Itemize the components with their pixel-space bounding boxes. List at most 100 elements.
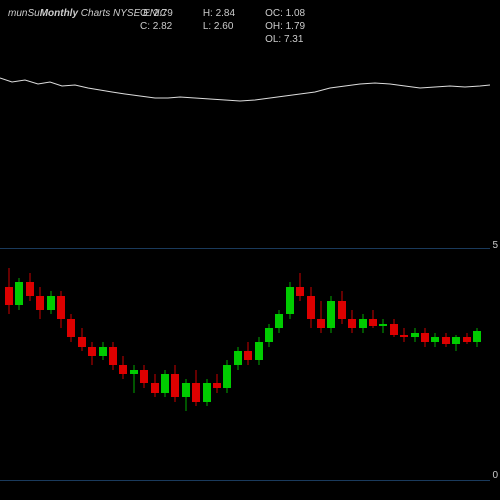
candle-body: [119, 365, 127, 374]
candle: [47, 250, 55, 480]
candle: [307, 250, 315, 480]
candle-body: [161, 374, 169, 392]
candle-body: [379, 324, 387, 326]
candle: [67, 250, 75, 480]
candle-body: [286, 287, 294, 315]
candle: [223, 250, 231, 480]
candle: [255, 250, 263, 480]
candle-body: [78, 337, 86, 346]
candle-body: [359, 319, 367, 328]
candle: [379, 250, 387, 480]
candle-body: [452, 337, 460, 344]
line-chart: [0, 60, 490, 120]
candle: [130, 250, 138, 480]
candle: [99, 250, 107, 480]
title-prefix: munSu: [8, 8, 40, 19]
candle: [182, 250, 190, 480]
candle-body: [203, 383, 211, 401]
candle-wick: [383, 319, 384, 333]
candle: [400, 250, 408, 480]
candle-body: [348, 319, 356, 328]
candle-body: [99, 347, 107, 356]
candle-body: [307, 296, 315, 319]
title-bold: Monthly: [40, 8, 78, 19]
candle: [140, 250, 148, 480]
candle-body: [213, 383, 221, 388]
candle: [161, 250, 169, 480]
candle: [151, 250, 159, 480]
candle-body: [151, 383, 159, 392]
candle-body: [473, 331, 481, 343]
candle-body: [223, 365, 231, 388]
candle-body: [26, 282, 34, 296]
candle-body: [255, 342, 263, 360]
candle: [359, 250, 367, 480]
candle: [15, 250, 23, 480]
candle: [203, 250, 211, 480]
candle-body: [338, 301, 346, 319]
candle-body: [67, 319, 75, 337]
candle: [275, 250, 283, 480]
candle-body: [442, 337, 450, 344]
candle: [119, 250, 127, 480]
axis-label: 0: [492, 470, 498, 481]
candle-body: [369, 319, 377, 326]
stat-high: H: 2.84: [203, 8, 235, 19]
candle: [431, 250, 439, 480]
candle: [317, 250, 325, 480]
stat-close: C: 2.82: [140, 21, 173, 32]
candle: [411, 250, 419, 480]
candle: [348, 250, 356, 480]
candle-body: [244, 351, 252, 360]
candle: [109, 250, 117, 480]
candle-body: [296, 287, 304, 296]
candle-body: [431, 337, 439, 342]
candle-body: [275, 314, 283, 328]
candle: [338, 250, 346, 480]
stat-ol: OL: 7.31: [265, 34, 305, 45]
candle-body: [36, 296, 44, 310]
candle-body: [390, 324, 398, 336]
candle-body: [192, 383, 200, 401]
candle: [296, 250, 304, 480]
candle-body: [234, 351, 242, 365]
candle-body: [411, 333, 419, 338]
candle-body: [317, 319, 325, 328]
candle-body: [15, 282, 23, 305]
candle: [390, 250, 398, 480]
candle: [463, 250, 471, 480]
candle: [265, 250, 273, 480]
candle-body: [421, 333, 429, 342]
candle-body: [47, 296, 55, 310]
stat-oc: OC: 1.08: [265, 8, 305, 19]
candle: [36, 250, 44, 480]
candle: [452, 250, 460, 480]
ohlc-stats: O: 2.79 H: 2.84 OC: 1.08 C: 2.82 L: 2.60…: [140, 8, 305, 45]
stat-empty2: [203, 34, 235, 45]
candle: [286, 250, 294, 480]
candlestick-chart: [5, 250, 485, 480]
candle: [88, 250, 96, 480]
candle: [473, 250, 481, 480]
candle-body: [140, 370, 148, 384]
candle-body: [463, 337, 471, 342]
candle: [26, 250, 34, 480]
candle: [192, 250, 200, 480]
stat-open: O: 2.79: [140, 8, 173, 19]
candle: [244, 250, 252, 480]
candle: [327, 250, 335, 480]
candle-body: [265, 328, 273, 342]
stat-empty: [140, 34, 173, 45]
candle-body: [400, 335, 408, 337]
candle: [5, 250, 13, 480]
candle: [213, 250, 221, 480]
candle-body: [327, 301, 335, 329]
candle: [171, 250, 179, 480]
candle: [57, 250, 65, 480]
candle: [421, 250, 429, 480]
candle-body: [5, 287, 13, 305]
candle-body: [130, 370, 138, 375]
candle-body: [88, 347, 96, 356]
divider-line: [0, 480, 490, 481]
candle: [369, 250, 377, 480]
